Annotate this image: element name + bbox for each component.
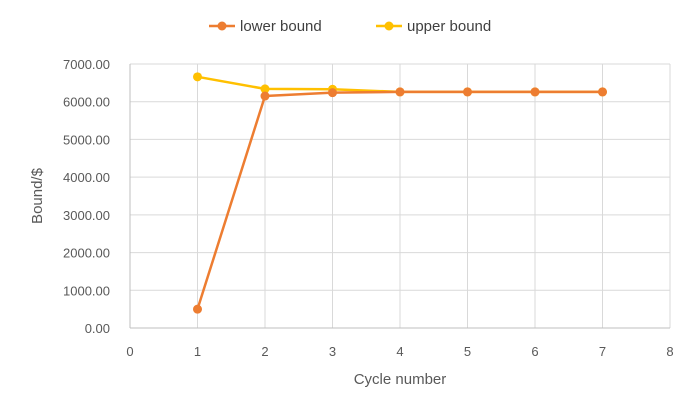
y-tick-label: 2000.00 (63, 246, 110, 261)
data-point (598, 87, 607, 97)
x-tick-label: 1 (194, 344, 201, 359)
legend-swatch-marker (384, 21, 394, 31)
x-tick-labels: 0 1 2 3 4 5 6 7 8 (126, 344, 673, 359)
x-tick-label: 8 (666, 344, 673, 359)
y-axis-title: Bound/$ (29, 167, 46, 224)
y-tick-labels: 0.00 1000.00 2000.00 3000.00 4000.00 5000.00 6… (63, 57, 110, 336)
legend-label: upper bound (407, 18, 491, 35)
y-tick-label: 7000.00 (63, 57, 110, 72)
data-point (395, 87, 405, 97)
data-point (530, 87, 540, 97)
series-lower-bound (193, 87, 607, 314)
y-tick-label: 4000.00 (63, 170, 110, 185)
data-point (260, 84, 270, 94)
data-point (193, 304, 202, 314)
gridlines (130, 63, 671, 328)
y-tick-label: 5000.00 (63, 132, 110, 147)
legend: lower bound upper bound (209, 18, 491, 35)
x-tick-label: 4 (396, 344, 403, 359)
x-tick-label: 6 (531, 344, 538, 359)
y-tick-label: 1000.00 (63, 283, 110, 298)
data-series (193, 72, 607, 314)
x-axis-title: Cycle number (354, 371, 447, 388)
legend-item: lower bound (209, 18, 322, 35)
data-point (328, 88, 337, 98)
x-tick-label: 2 (261, 344, 268, 359)
legend-swatch-marker (217, 21, 227, 31)
x-tick-label: 3 (329, 344, 336, 359)
data-point (260, 91, 270, 101)
y-tick-label: 6000.00 (63, 95, 110, 110)
x-tick-label: 0 (126, 344, 133, 359)
data-point (463, 87, 472, 97)
legend-label: lower bound (240, 18, 322, 35)
legend-item: upper bound (376, 18, 491, 35)
x-tick-label: 5 (464, 344, 471, 359)
y-tick-label: 0.00 (85, 321, 110, 336)
data-point (193, 72, 202, 82)
x-tick-label: 7 (599, 344, 606, 359)
axes (129, 64, 670, 329)
y-tick-label: 3000.00 (63, 208, 110, 223)
